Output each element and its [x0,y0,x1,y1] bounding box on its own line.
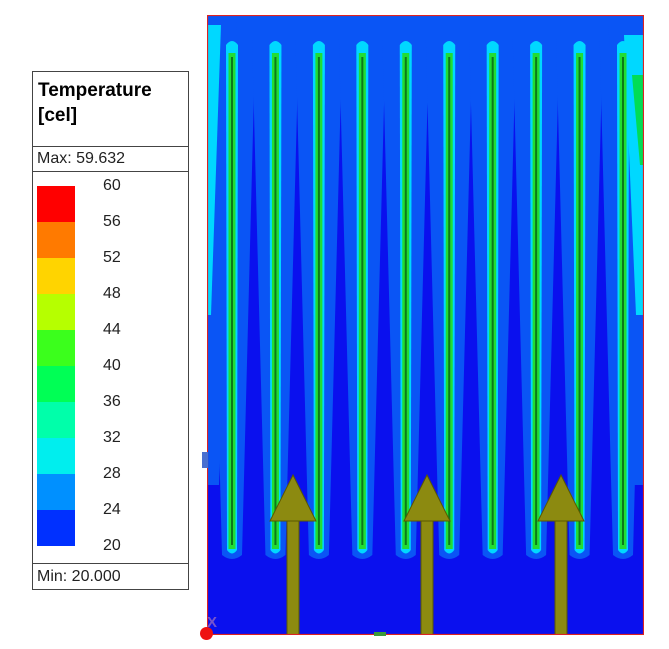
triad-origin-dot [200,627,213,640]
fin-core-5 [448,57,451,545]
fin-core-7 [535,57,538,545]
legend-tick-label: 20 [103,537,121,554]
edge-marker [202,452,208,468]
triad-x-label: X [207,614,218,631]
flow-arrow-head-2 [537,473,585,522]
flow-arrow-shaft-1 [420,519,434,635]
legend-tick-label: 48 [103,285,121,302]
top-warm-band [207,15,644,39]
fin-core-6 [491,57,494,545]
legend-tick-label: 52 [103,249,121,266]
flow-arrow-shaft-2 [554,519,568,635]
legend-band-8 [37,474,75,510]
fin-core-3 [361,57,364,545]
legend-max-value: Max: 59.632 [33,146,188,172]
axis-triad: X [198,610,228,640]
legend-band-5 [37,366,75,402]
flow-arrow-head-0 [269,473,317,522]
flow-arrow-shaft-0 [286,519,300,635]
right-edge-hot [632,75,644,165]
legend-tick-label: 36 [103,393,121,410]
flow-arrow-head-1 [403,473,451,522]
temperature-contour-plot[interactable] [207,15,644,635]
fin-core-4 [404,57,407,545]
temperature-legend: Temperature [cel] Max: 59.632 60 56 52 48 44… [32,71,189,590]
legend-tick-label: 32 [103,429,121,446]
contour-canvas [207,15,644,635]
legend-title-unit: [cel] [38,105,78,126]
legend-band-3 [37,294,75,330]
triad-y-axis [374,632,386,636]
legend-tick-label: 40 [103,357,121,374]
left-edge-halo [207,25,221,315]
legend-title-quantity: Temperature [38,80,152,101]
fin-core-9 [622,57,624,545]
legend-band-9 [37,510,75,546]
fin-core-0 [231,57,233,545]
legend-tick-label: 28 [103,465,121,482]
legend-band-1 [37,222,75,258]
legend-tick-label: 56 [103,213,121,230]
legend-tick-label: 60 [103,177,121,194]
legend-band-2 [37,258,75,294]
fin-core-1 [274,57,277,545]
legend-title: Temperature [cel] [38,78,152,128]
legend-band-6 [37,402,75,438]
plot-frame [207,15,644,635]
fin-core-2 [317,57,320,545]
color-ramp [37,186,75,546]
legend-min-value: Min: 20.000 [33,563,188,589]
legend-tick-label: 44 [103,321,121,338]
legend-band-4 [37,330,75,366]
legend-tick-label: 24 [103,501,121,518]
legend-band-7 [37,438,75,474]
legend-band-0 [37,186,75,222]
fin-core-8 [578,57,581,545]
